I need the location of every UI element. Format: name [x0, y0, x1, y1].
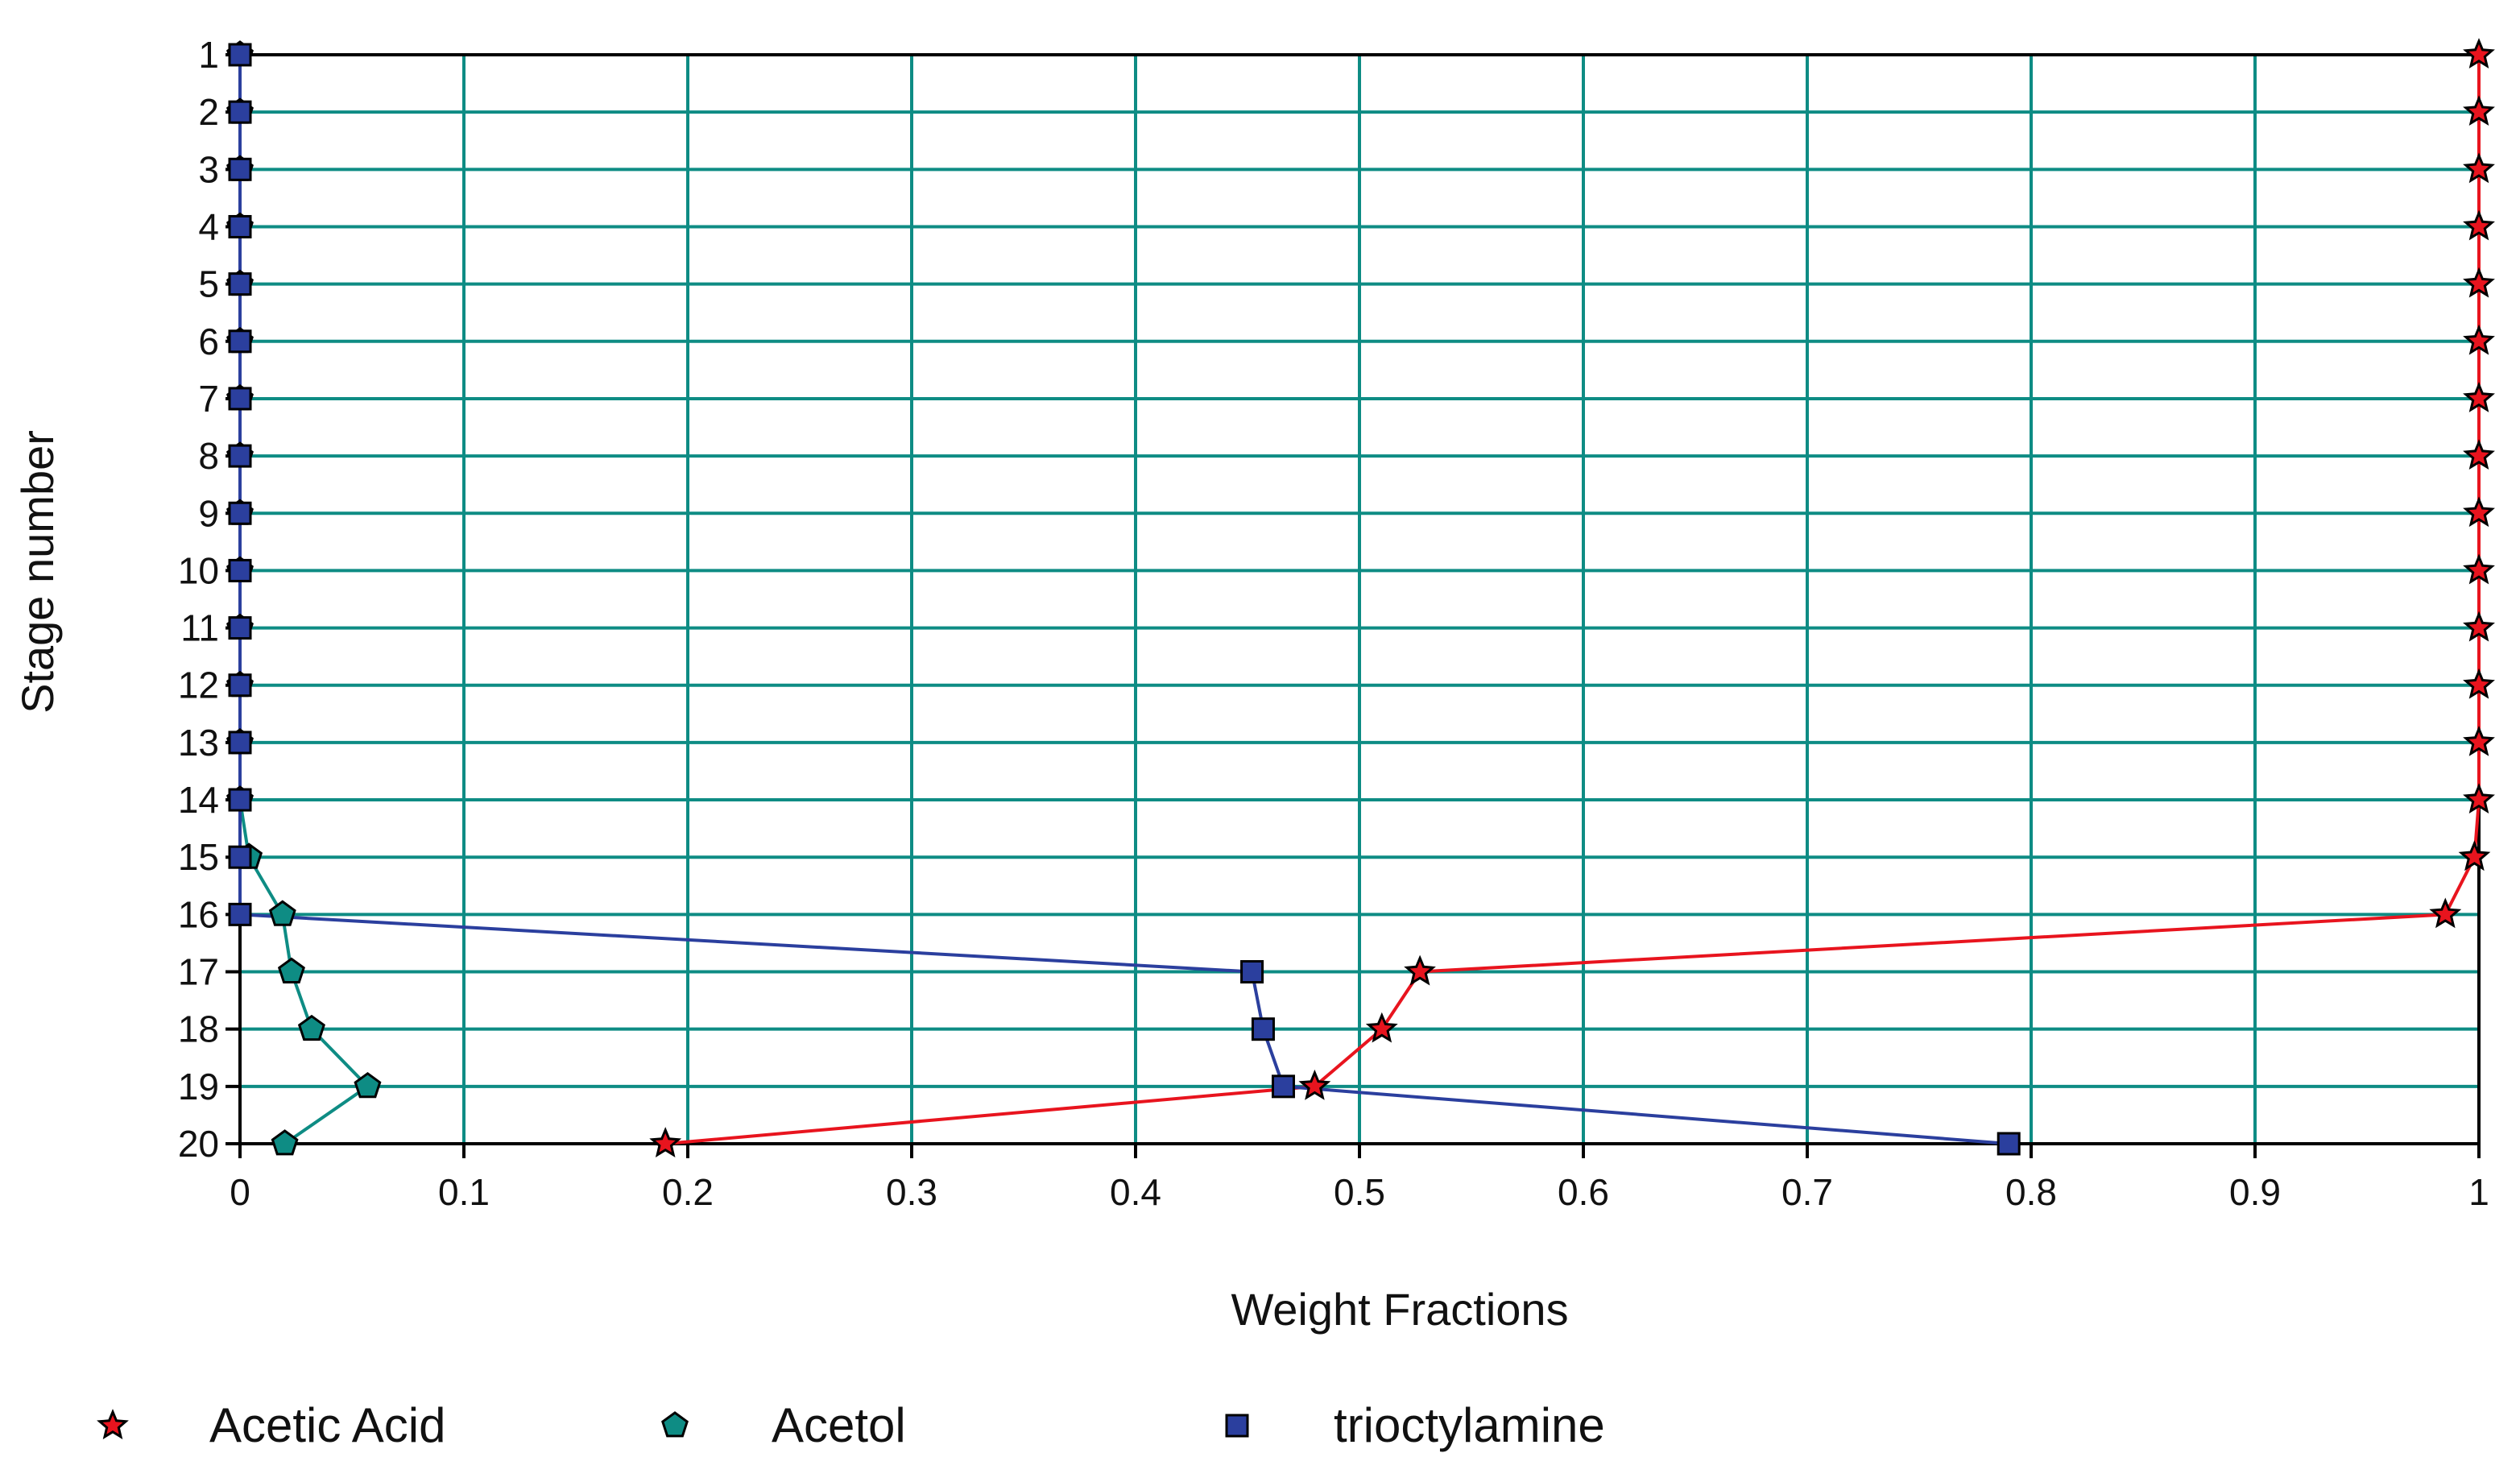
series-markers	[226, 38, 2495, 1157]
square-marker	[228, 214, 252, 238]
y-tick-label: 15	[178, 836, 219, 878]
square-marker	[228, 845, 252, 869]
y-tick-label: 11	[180, 607, 219, 649]
star-marker	[2463, 152, 2495, 184]
star-marker	[2463, 668, 2495, 699]
star-marker	[2463, 439, 2495, 470]
star-marker	[2463, 95, 2495, 126]
y-tick-label: 13	[178, 722, 219, 764]
series-line	[665, 55, 2481, 1145]
y-axis-title: Stage number	[12, 430, 63, 714]
star-marker	[1404, 954, 1436, 986]
x-axis-title: Weight Fractions	[1231, 1284, 1568, 1335]
square-marker	[228, 673, 252, 698]
y-tick-label: 1	[198, 34, 219, 76]
x-tick-label: 0.5	[1334, 1171, 1385, 1213]
square-marker	[228, 329, 252, 354]
y-tick-label: 8	[198, 435, 219, 477]
star-marker	[2463, 726, 2495, 756]
star-marker	[2429, 897, 2462, 929]
pentagon-marker	[277, 957, 305, 983]
y-tick-label: 12	[178, 664, 219, 706]
star-marker	[2463, 381, 2495, 412]
gridlines	[240, 55, 2479, 1144]
legend-marker	[97, 1409, 129, 1439]
square-marker	[228, 558, 252, 582]
star-marker	[2463, 783, 2495, 814]
y-tick-label: 4	[198, 205, 219, 247]
legend-marker	[1225, 1414, 1249, 1438]
legend-marker	[661, 1411, 689, 1438]
y-tick-label: 7	[198, 378, 219, 420]
x-tick-label: 0.1	[438, 1171, 490, 1213]
square-marker	[228, 272, 252, 296]
x-tick-label: 0	[230, 1171, 250, 1213]
tick-labels: 0 0.1 0.2 0.3 0.4 0.5 0.6 0.7 0.8 0.9 112345678910…	[178, 34, 2489, 1213]
square-marker	[228, 100, 252, 124]
x-tick-label: 0.4	[1110, 1171, 1161, 1213]
star-marker	[2458, 840, 2491, 871]
star-marker	[2463, 38, 2495, 68]
x-tick-label: 0.2	[662, 1171, 714, 1213]
x-tick-label: 0.8	[2005, 1171, 2057, 1213]
y-tick-label: 20	[178, 1123, 219, 1165]
legend-label: trioctylamine	[1334, 1398, 1605, 1452]
square-marker	[228, 43, 252, 67]
star-marker	[2463, 267, 2495, 298]
y-tick-label: 2	[198, 91, 219, 133]
y-tick-label: 14	[178, 779, 219, 821]
square-marker	[228, 731, 252, 755]
legend: Acetic Acid Acetol trioctylamine	[97, 1398, 1605, 1452]
square-marker	[228, 616, 252, 640]
y-tick-label: 5	[198, 263, 219, 305]
star-marker	[649, 1127, 682, 1157]
pentagon-marker	[268, 900, 296, 926]
square-marker	[228, 902, 252, 926]
square-marker	[1240, 960, 1264, 984]
square-marker	[228, 387, 252, 411]
star-marker	[2463, 209, 2495, 241]
star-marker	[2463, 324, 2495, 355]
legend-label: Acetol	[772, 1398, 906, 1452]
square-marker	[1251, 1017, 1275, 1041]
square-marker	[228, 501, 252, 525]
axes	[226, 53, 2481, 1158]
y-tick-label: 19	[178, 1066, 219, 1107]
y-tick-label: 6	[198, 321, 219, 362]
pentagon-marker	[297, 1014, 325, 1041]
star-marker	[2463, 553, 2495, 585]
legend-label: Acetic Acid	[209, 1398, 445, 1452]
y-tick-label: 18	[178, 1008, 219, 1050]
x-tick-label: 0.7	[1781, 1171, 1833, 1213]
x-tick-label: 0.9	[2229, 1171, 2281, 1213]
y-tick-label: 3	[198, 148, 219, 190]
star-marker	[1298, 1069, 1331, 1100]
square-marker	[228, 788, 252, 812]
y-tick-label: 9	[198, 492, 219, 534]
pentagon-marker	[354, 1071, 382, 1099]
star-marker	[1365, 1012, 1398, 1043]
square-marker	[1271, 1074, 1295, 1099]
pentagon-marker	[271, 1129, 299, 1156]
y-tick-label: 10	[178, 549, 219, 591]
star-marker	[2463, 496, 2495, 528]
square-marker	[228, 157, 252, 181]
x-tick-label: 0.6	[1558, 1171, 1609, 1213]
star-marker	[2463, 611, 2495, 642]
square-marker	[228, 444, 252, 468]
y-tick-label: 16	[178, 893, 219, 935]
x-tick-label: 0.3	[886, 1171, 937, 1213]
series-line	[238, 55, 2009, 1145]
square-marker	[1997, 1132, 2021, 1156]
y-tick-label: 17	[178, 951, 219, 993]
series-line	[238, 55, 370, 1145]
x-tick-label: 1	[2468, 1171, 2489, 1213]
